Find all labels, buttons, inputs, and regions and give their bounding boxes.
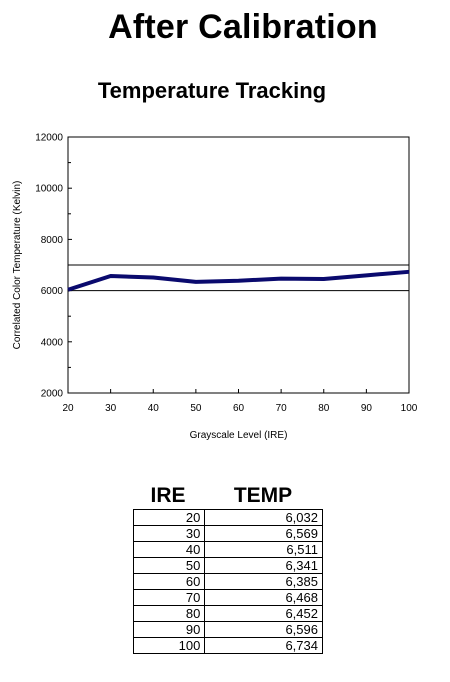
temperature-table: IRE TEMP 20 6,032 30 6,569 40 6,511 50 6,341… — [132, 478, 323, 654]
series-line — [67, 269, 410, 292]
ire-cell: 40 — [132, 541, 206, 558]
ire-cell: 30 — [132, 525, 206, 542]
table-row: 60 6,385 — [132, 573, 323, 590]
x-tick-label: 40 — [148, 403, 160, 414]
y-tick-label: 10000 — [35, 184, 63, 195]
temp-cell: 6,385 — [204, 573, 323, 590]
table-row: 30 6,569 — [132, 525, 323, 542]
temp-cell: 6,511 — [204, 541, 323, 558]
x-tick-label: 30 — [105, 403, 117, 414]
header-temp: TEMP — [233, 484, 293, 507]
ire-cell: 20 — [132, 509, 206, 526]
y-tick-label: 12000 — [35, 133, 63, 144]
table-row: 40 6,511 — [132, 541, 323, 558]
data-table: 20 6,032 30 6,569 40 6,511 50 6,341 60 6,385 … — [132, 509, 323, 654]
y-tick-label: 2000 — [41, 389, 64, 400]
x-tick-label: 90 — [361, 403, 373, 414]
x-tick-label: 50 — [190, 403, 202, 414]
y-tick-label: 4000 — [41, 337, 64, 348]
temp-cell: 6,032 — [204, 509, 323, 526]
x-tick-label: 60 — [233, 403, 245, 414]
y-tick-label: 8000 — [41, 235, 64, 246]
y-axis-ticks: 2000 4000 6000 8000 10000 12000 — [35, 133, 72, 400]
reference-lines — [68, 264, 409, 292]
x-axis-ticks: 20 30 40 50 60 70 80 90 100 — [62, 389, 418, 414]
ire-cell: 70 — [132, 589, 206, 606]
x-tick-label: 70 — [276, 403, 288, 414]
table-row: 80 6,452 — [132, 605, 323, 622]
header-ire: IRE — [150, 484, 186, 507]
table-row: 50 6,341 — [132, 557, 323, 574]
y-axis-title: Correlated Color Temperature (Kelvin) — [12, 181, 23, 350]
y-tick-label: 6000 — [41, 286, 64, 297]
ire-cell: 100 — [132, 637, 206, 654]
temp-cell: 6,452 — [204, 605, 323, 622]
page-title: After Calibration — [108, 8, 378, 46]
x-tick-label: 100 — [401, 403, 418, 414]
temp-cell: 6,596 — [204, 621, 323, 638]
table-header: IRE TEMP — [133, 478, 323, 508]
chart-title: Temperature Tracking — [97, 78, 327, 103]
temp-cell: 6,468 — [204, 589, 323, 606]
temperature-tracking-chart: 2000 4000 6000 8000 10000 12000 20 30 40 50 60 70 8… — [12, 133, 418, 442]
temp-cell: 6,569 — [204, 525, 323, 542]
x-tick-label: 80 — [318, 403, 330, 414]
temp-cell: 6,734 — [204, 637, 323, 654]
ire-cell: 50 — [132, 557, 206, 574]
ire-cell: 90 — [132, 621, 206, 638]
ire-cell: 60 — [132, 573, 206, 590]
x-tick-label: 20 — [62, 403, 74, 414]
x-axis-title: Grayscale Level (IRE) — [190, 430, 288, 441]
ire-cell: 80 — [132, 605, 206, 622]
table-row: 20 6,032 — [132, 509, 323, 526]
table-row: 90 6,596 — [132, 621, 323, 638]
table-row: 100 6,734 — [132, 637, 323, 654]
table-row: 70 6,468 — [132, 589, 323, 606]
temp-cell: 6,341 — [204, 557, 323, 574]
